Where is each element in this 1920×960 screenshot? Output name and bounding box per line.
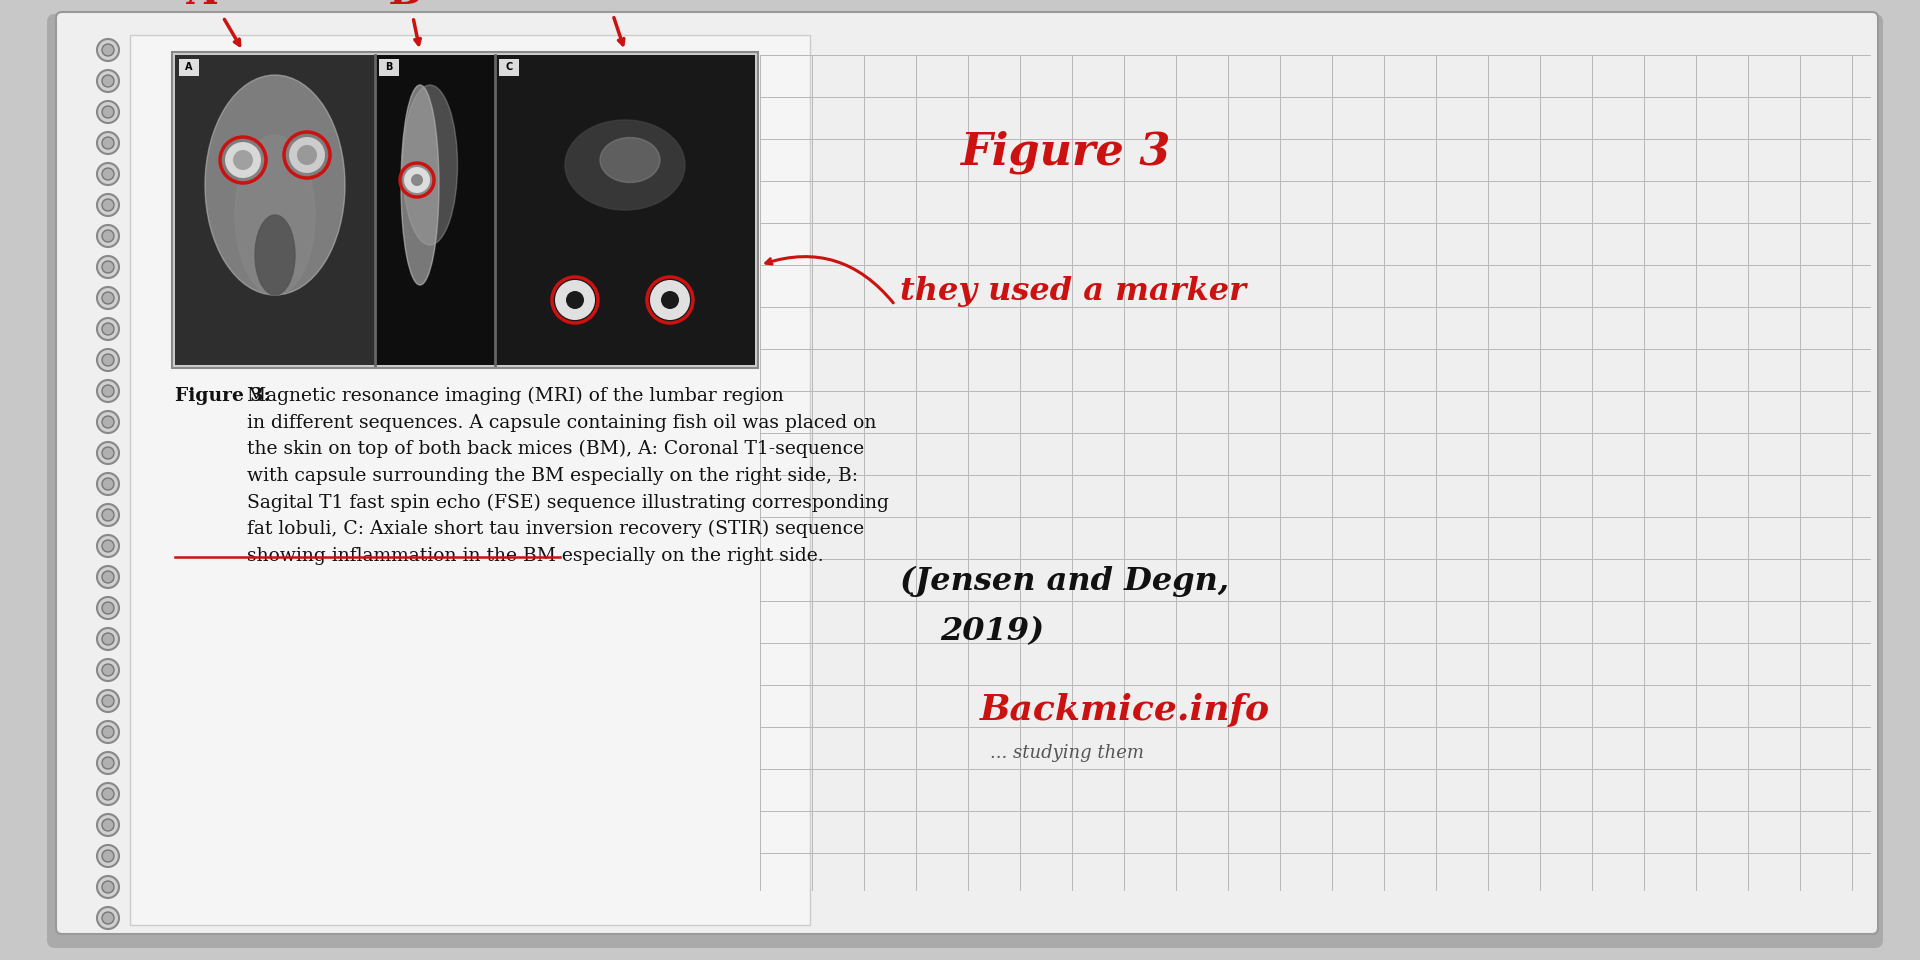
Circle shape xyxy=(102,757,113,769)
Text: ... studying them: ... studying them xyxy=(991,744,1144,762)
Circle shape xyxy=(102,602,113,614)
Text: B: B xyxy=(390,0,424,12)
Circle shape xyxy=(102,385,113,397)
Circle shape xyxy=(102,137,113,149)
Ellipse shape xyxy=(564,120,685,210)
Text: Backmice.info: Backmice.info xyxy=(979,693,1271,727)
Circle shape xyxy=(98,318,119,340)
Text: Figure 3:: Figure 3: xyxy=(175,387,271,405)
Circle shape xyxy=(102,106,113,118)
Circle shape xyxy=(98,287,119,309)
Circle shape xyxy=(225,142,261,178)
Circle shape xyxy=(102,664,113,676)
FancyBboxPatch shape xyxy=(56,12,1878,934)
Circle shape xyxy=(651,280,689,320)
Circle shape xyxy=(102,881,113,893)
Bar xyxy=(374,55,495,365)
Ellipse shape xyxy=(205,75,346,295)
Circle shape xyxy=(566,291,584,309)
Circle shape xyxy=(411,174,422,186)
Circle shape xyxy=(102,633,113,645)
Circle shape xyxy=(98,225,119,247)
Text: Figure 3: Figure 3 xyxy=(960,131,1171,175)
Circle shape xyxy=(98,194,119,216)
Circle shape xyxy=(98,690,119,712)
Circle shape xyxy=(98,752,119,774)
Circle shape xyxy=(102,509,113,521)
Circle shape xyxy=(102,354,113,366)
Ellipse shape xyxy=(401,85,440,285)
Circle shape xyxy=(102,261,113,273)
Circle shape xyxy=(102,416,113,428)
Circle shape xyxy=(98,566,119,588)
Circle shape xyxy=(102,478,113,490)
Text: C: C xyxy=(505,62,513,73)
Circle shape xyxy=(98,721,119,743)
Text: A: A xyxy=(184,62,192,73)
Circle shape xyxy=(98,70,119,92)
Text: A: A xyxy=(188,0,219,12)
Circle shape xyxy=(102,850,113,862)
Circle shape xyxy=(98,163,119,185)
Circle shape xyxy=(98,473,119,495)
Circle shape xyxy=(102,819,113,831)
Circle shape xyxy=(98,442,119,464)
Circle shape xyxy=(102,695,113,707)
Ellipse shape xyxy=(255,215,296,295)
Circle shape xyxy=(98,814,119,836)
Circle shape xyxy=(98,876,119,898)
Circle shape xyxy=(98,535,119,557)
Bar xyxy=(179,59,200,76)
Circle shape xyxy=(298,145,317,165)
Circle shape xyxy=(660,291,680,309)
Circle shape xyxy=(102,726,113,738)
Bar xyxy=(173,52,758,368)
Circle shape xyxy=(98,101,119,123)
FancyBboxPatch shape xyxy=(46,14,1884,948)
Circle shape xyxy=(102,75,113,87)
Circle shape xyxy=(102,323,113,335)
Bar xyxy=(131,35,810,925)
Circle shape xyxy=(98,132,119,154)
Circle shape xyxy=(98,349,119,371)
Text: Magnetic resonance imaging (MRI) of the lumbar region
in different sequences. A : Magnetic resonance imaging (MRI) of the … xyxy=(248,387,889,564)
Circle shape xyxy=(555,280,595,320)
Circle shape xyxy=(290,137,324,173)
Circle shape xyxy=(98,783,119,805)
Circle shape xyxy=(102,230,113,242)
Circle shape xyxy=(98,411,119,433)
Text: they used a marker: they used a marker xyxy=(900,276,1246,307)
Circle shape xyxy=(102,199,113,211)
Circle shape xyxy=(102,571,113,583)
Circle shape xyxy=(102,168,113,180)
Bar xyxy=(175,55,374,365)
Text: 2019): 2019) xyxy=(941,616,1044,647)
Circle shape xyxy=(98,845,119,867)
Circle shape xyxy=(98,256,119,278)
Circle shape xyxy=(98,907,119,929)
Circle shape xyxy=(403,167,430,193)
Circle shape xyxy=(102,540,113,552)
Ellipse shape xyxy=(403,85,457,245)
Circle shape xyxy=(232,150,253,170)
Circle shape xyxy=(102,447,113,459)
Circle shape xyxy=(102,292,113,304)
Text: (Jensen and Degn,: (Jensen and Degn, xyxy=(900,565,1229,597)
Circle shape xyxy=(102,44,113,56)
Circle shape xyxy=(98,628,119,650)
Ellipse shape xyxy=(234,135,315,295)
Text: B: B xyxy=(386,62,394,73)
Circle shape xyxy=(102,912,113,924)
Circle shape xyxy=(98,39,119,61)
Bar xyxy=(378,59,399,76)
Ellipse shape xyxy=(599,137,660,182)
Circle shape xyxy=(98,504,119,526)
Circle shape xyxy=(98,659,119,681)
Bar xyxy=(499,59,518,76)
Circle shape xyxy=(98,597,119,619)
Circle shape xyxy=(102,788,113,800)
Bar xyxy=(495,55,755,365)
Circle shape xyxy=(98,380,119,402)
